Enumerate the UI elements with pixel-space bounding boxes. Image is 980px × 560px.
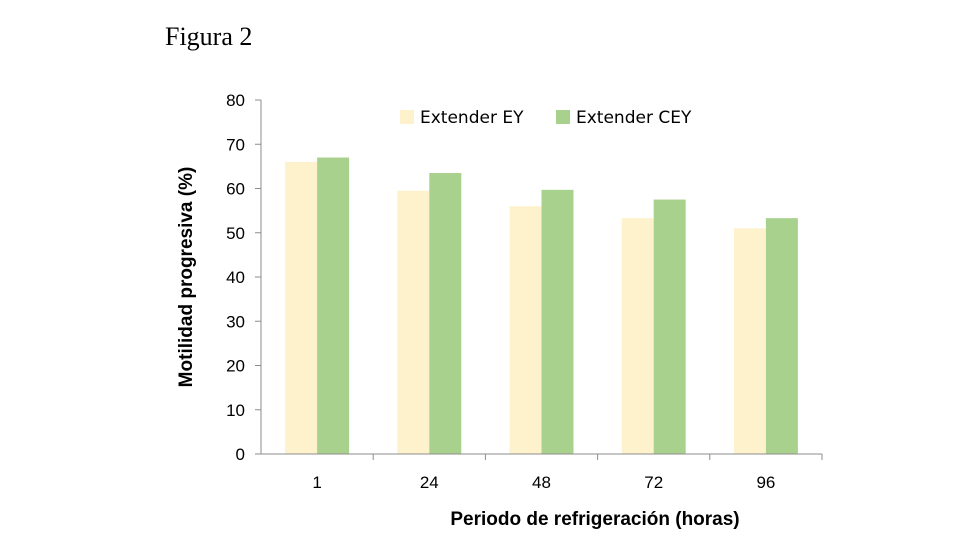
y-axis-ticks: 0 10 20 30 40 50 60 70 80 — [226, 91, 261, 464]
y-axis-title: Motilidad progresiva (%) — [176, 167, 197, 388]
x-tick-label: 24 — [420, 473, 439, 492]
legend-swatch-cey — [556, 110, 570, 124]
bar-ey-24 — [397, 190, 430, 454]
bar-cey-48 — [541, 189, 574, 454]
x-tick-label: 96 — [756, 473, 775, 492]
y-tick-label: 50 — [226, 224, 245, 243]
y-tick-label: 60 — [226, 180, 245, 199]
bar-ey-1 — [285, 161, 318, 454]
bar-cey-72 — [653, 199, 686, 454]
figure-label: Figura 2 — [165, 22, 253, 51]
bar-ey-96 — [733, 228, 766, 454]
y-tick-label: 40 — [226, 268, 245, 287]
x-tick-label: 72 — [644, 473, 663, 492]
legend-label-ey: Extender EY — [420, 108, 524, 128]
x-axis-title: Periodo de refrigeración (horas) — [450, 509, 739, 530]
legend-label-cey: Extender CEY — [576, 108, 692, 128]
bar-cey-96 — [765, 218, 798, 454]
x-axis-ticks: 1 24 48 72 96 — [312, 454, 823, 492]
y-tick-label: 80 — [226, 91, 245, 110]
bar-cey-1 — [317, 157, 350, 454]
y-tick-label: 0 — [236, 445, 245, 464]
bar-cey-24 — [429, 173, 462, 454]
bar-ey-72 — [621, 218, 654, 454]
x-tick-label: 48 — [532, 473, 551, 492]
x-tick-label: 1 — [312, 473, 321, 492]
bars-group — [285, 157, 798, 454]
y-tick-label: 30 — [226, 312, 245, 331]
y-tick-label: 70 — [226, 135, 245, 154]
y-tick-label: 10 — [226, 401, 245, 420]
bar-ey-48 — [509, 206, 542, 454]
legend-swatch-ey — [400, 110, 414, 124]
legend: Extender EY Extender CEY — [400, 108, 692, 128]
y-tick-label: 20 — [226, 357, 245, 376]
